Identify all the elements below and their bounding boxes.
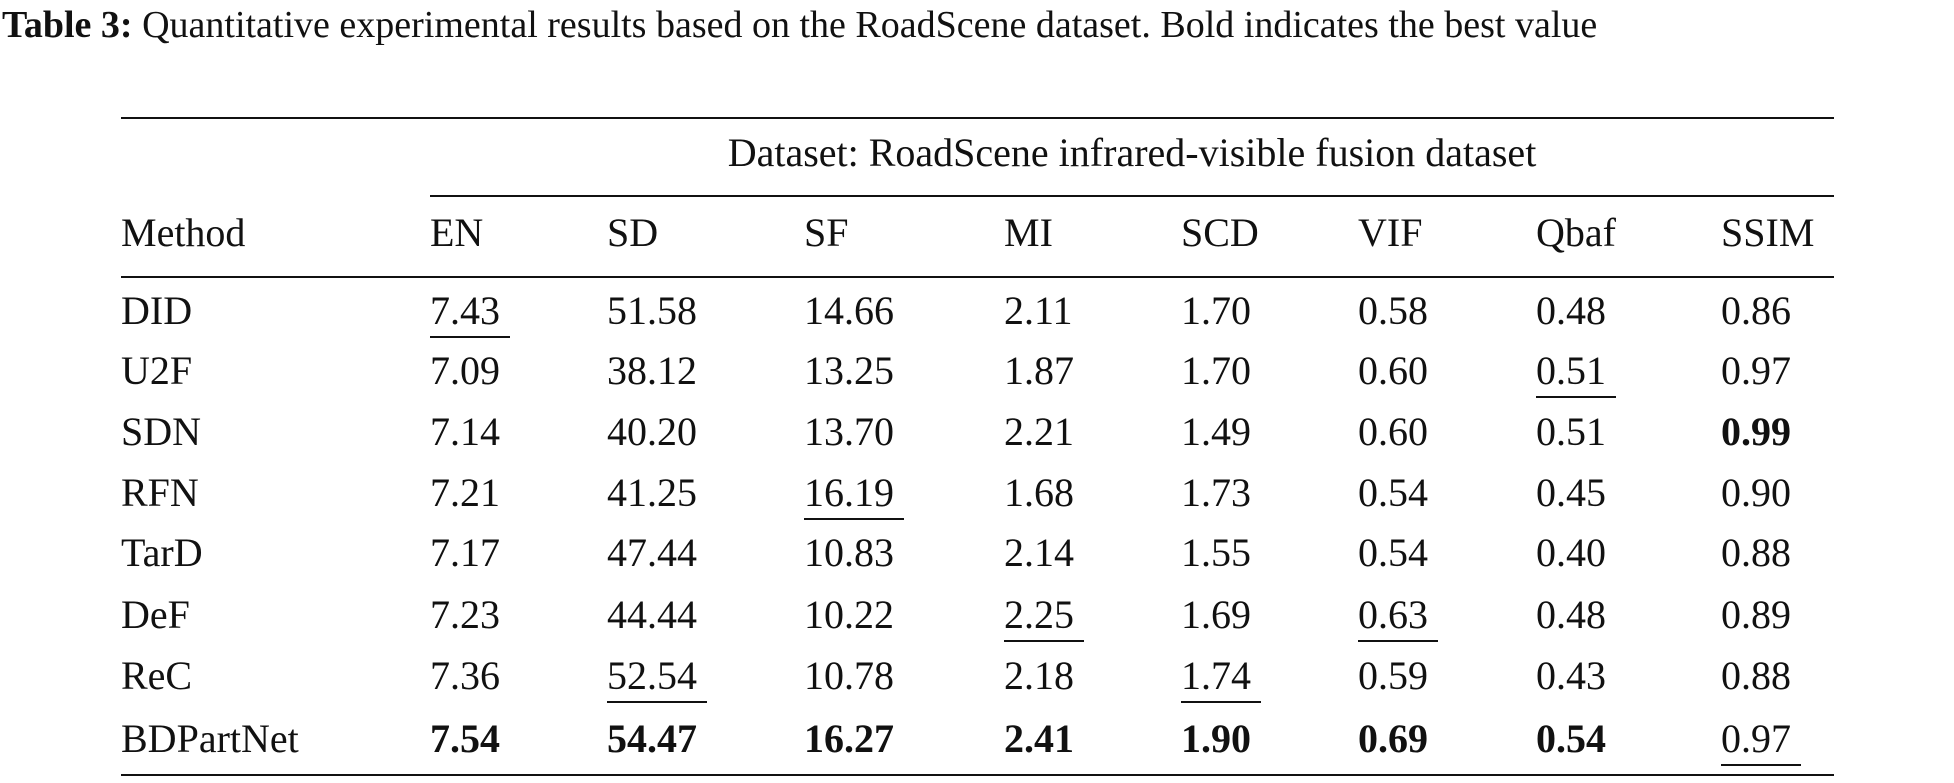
cell: 16.19 — [804, 470, 894, 515]
cell: 7.09 — [430, 348, 500, 393]
cell: 0.99 — [1721, 409, 1791, 454]
cell: 38.12 — [607, 348, 697, 393]
cell: 0.48 — [1536, 288, 1606, 333]
cell: 0.59 — [1358, 653, 1428, 698]
cell: 7.21 — [430, 470, 500, 515]
cell: 2.21 — [1004, 409, 1074, 454]
cell: 7.17 — [430, 530, 500, 575]
cell: 40.20 — [607, 409, 697, 454]
cell: 0.54 — [1358, 470, 1428, 515]
cell: 2.41 — [1004, 716, 1074, 761]
row-label: RFN — [121, 470, 199, 515]
cell: 1.73 — [1181, 470, 1251, 515]
row-label: ReC — [121, 653, 192, 698]
cell: 0.60 — [1358, 409, 1428, 454]
cell: 0.86 — [1721, 288, 1791, 333]
caption-label: Table 3: — [2, 4, 133, 46]
cell: 7.23 — [430, 592, 500, 637]
cell: 1.87 — [1004, 348, 1074, 393]
cell: 0.88 — [1721, 530, 1791, 575]
column-header: Qbaf — [1536, 210, 1617, 255]
cell: 1.74 — [1181, 653, 1251, 698]
cell: 14.66 — [804, 288, 894, 333]
cell: 0.88 — [1721, 653, 1791, 698]
column-header: SF — [804, 210, 849, 255]
cell: 41.25 — [607, 470, 697, 515]
column-header: SCD — [1181, 210, 1259, 255]
cell: 7.14 — [430, 409, 500, 454]
cell: 54.47 — [607, 716, 697, 761]
column-header: MI — [1004, 210, 1053, 255]
row-label: TarD — [121, 530, 203, 575]
column-header: SD — [607, 210, 658, 255]
cell: 0.45 — [1536, 470, 1606, 515]
cell: 1.70 — [1181, 348, 1251, 393]
cell: 0.90 — [1721, 470, 1791, 515]
cell: 7.43 — [430, 288, 500, 333]
column-header: SSIM — [1721, 210, 1814, 255]
cell: 0.63 — [1358, 592, 1428, 637]
cell: 1.70 — [1181, 288, 1251, 333]
cell: 0.97 — [1721, 716, 1791, 761]
cell: 0.43 — [1536, 653, 1606, 698]
cell: 0.89 — [1721, 592, 1791, 637]
cell: 7.54 — [430, 716, 500, 761]
cell: 1.90 — [1181, 716, 1251, 761]
cell: 2.18 — [1004, 653, 1074, 698]
column-header: EN — [430, 210, 483, 255]
cell: 7.36 — [430, 653, 500, 698]
row-label: U2F — [121, 348, 192, 393]
cell: 0.69 — [1358, 716, 1428, 761]
cell: 0.60 — [1358, 348, 1428, 393]
cell: 0.48 — [1536, 592, 1606, 637]
cell: 2.14 — [1004, 530, 1074, 575]
cell: 13.70 — [804, 409, 894, 454]
row-label: SDN — [121, 409, 201, 454]
row-label: DeF — [121, 592, 190, 637]
cell: 0.54 — [1536, 716, 1606, 761]
row-label: DID — [121, 288, 192, 333]
caption-text: Quantitative experimental results based … — [142, 4, 1598, 46]
cell: 13.25 — [804, 348, 894, 393]
cell: 1.68 — [1004, 470, 1074, 515]
cell: 10.22 — [804, 592, 894, 637]
cell: 52.54 — [607, 653, 697, 698]
cell: 44.44 — [607, 592, 697, 637]
cell: 2.25 — [1004, 592, 1074, 637]
cell: 1.49 — [1181, 409, 1251, 454]
cell: 47.44 — [607, 530, 697, 575]
row-label: BDPartNet — [121, 716, 299, 761]
cell: 10.78 — [804, 653, 894, 698]
cell: 0.54 — [1358, 530, 1428, 575]
column-header: Method — [121, 210, 245, 255]
cell: 0.97 — [1721, 348, 1791, 393]
column-header: VIF — [1358, 210, 1422, 255]
cell: 0.58 — [1358, 288, 1428, 333]
cell: 0.51 — [1536, 409, 1606, 454]
cell: 51.58 — [607, 288, 697, 333]
cell: 0.51 — [1536, 348, 1606, 393]
caption: Table 3: Quantitative experimental resul… — [2, 0, 1952, 50]
cell: 0.40 — [1536, 530, 1606, 575]
cell: 1.69 — [1181, 592, 1251, 637]
cell: 10.83 — [804, 530, 894, 575]
cell: 1.55 — [1181, 530, 1251, 575]
cell: 16.27 — [804, 716, 894, 761]
cell: 2.11 — [1004, 288, 1073, 333]
group-header: Dataset: RoadScene infrared-visible fusi… — [728, 130, 1537, 175]
